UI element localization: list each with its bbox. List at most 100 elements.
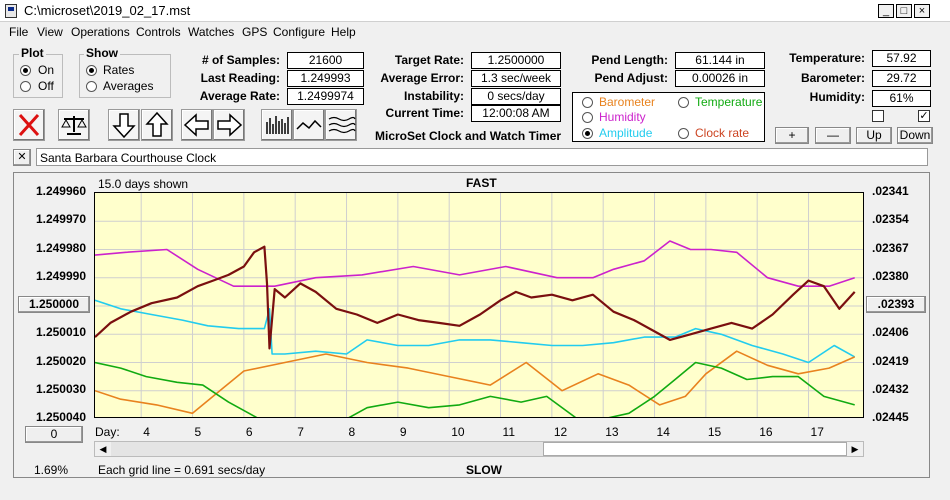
series-clock_rate xyxy=(95,245,856,350)
move-right-button[interactable] xyxy=(213,109,245,141)
day-tick-label: 13 xyxy=(605,425,619,439)
scroll-left-arrow[interactable]: ◀ xyxy=(95,442,111,456)
day-tick-label: 16 xyxy=(759,425,773,439)
plot-off-radio[interactable] xyxy=(20,81,31,92)
current-time-value: 12:00:08 AM xyxy=(471,105,561,122)
days-shown: 15.0 days shown xyxy=(98,177,189,191)
option-checkbox-2[interactable]: ✓ xyxy=(918,110,930,122)
pend-adjust-value: 0.00026 in xyxy=(675,70,765,87)
menu-watches[interactable]: Watches xyxy=(188,25,235,39)
minimize-button[interactable]: _ xyxy=(878,4,894,18)
arrow-left-icon xyxy=(183,113,209,137)
clock-rate-radio[interactable] xyxy=(678,128,689,139)
clock-name-field[interactable]: Santa Barbara Courthouse Clock xyxy=(36,148,928,166)
last-reading-value: 1.249993 xyxy=(287,70,364,87)
right-tick-label: .02367 xyxy=(872,240,909,255)
day-tick-label: 12 xyxy=(553,425,568,439)
line-view-button[interactable] xyxy=(293,109,325,141)
humidity-option[interactable]: Humidity xyxy=(599,110,646,124)
temperature-label: Temperature: xyxy=(789,51,865,65)
humidity-label: Humidity: xyxy=(809,90,865,104)
right-tick-label: .02341 xyxy=(872,184,909,198)
instability-value: 0 secs/day xyxy=(471,88,561,105)
average-error-label: Average Error: xyxy=(380,71,464,85)
pend-length-value: 61.144 in xyxy=(675,52,765,69)
plot-off-label[interactable]: Off xyxy=(38,79,54,93)
right-tick-label: .02406 xyxy=(872,325,909,340)
humidity-radio[interactable] xyxy=(582,112,593,123)
right-tick-label: .02380 xyxy=(872,268,909,283)
app-caption: MicroSet Clock and Watch Timer xyxy=(375,129,562,143)
scroll-thumb[interactable] xyxy=(543,442,847,456)
day-axis-label: Day: xyxy=(95,425,120,439)
maximize-button[interactable]: □ xyxy=(896,4,912,18)
menu-operations[interactable]: Operations xyxy=(71,25,130,39)
amplitude-radio[interactable] xyxy=(582,128,593,139)
menu-gps[interactable]: GPS xyxy=(242,25,268,39)
menu-controls[interactable]: Controls xyxy=(136,25,181,39)
show-rates-radio[interactable] xyxy=(86,65,97,76)
show-averages-label[interactable]: Averages xyxy=(103,79,154,93)
left-tick-label: 1.249980 xyxy=(35,240,86,255)
move-down-button[interactable] xyxy=(108,109,140,141)
app-icon[interactable] xyxy=(5,4,17,18)
menu-file[interactable]: File xyxy=(9,25,29,39)
move-left-button[interactable] xyxy=(181,109,213,141)
target-rate-label: Target Rate: xyxy=(394,53,464,67)
series-humidity xyxy=(95,240,855,287)
down-button[interactable]: Down xyxy=(897,127,933,144)
minus-button[interactable]: — xyxy=(815,127,851,144)
day-tick-label: 8 xyxy=(348,425,356,439)
grid-note: Each grid line = 0.691 secs/day xyxy=(98,463,266,477)
percent-readout: 1.69% xyxy=(34,463,69,477)
option-checkbox-1[interactable] xyxy=(872,110,884,122)
temperature-option[interactable]: Temperature xyxy=(695,95,763,109)
average-rate-value: 1.2499974 xyxy=(287,88,364,105)
barometer-label: Barometer: xyxy=(800,71,865,85)
amplitude-option[interactable]: Amplitude xyxy=(599,126,653,140)
balance-button[interactable] xyxy=(58,109,90,141)
center-value-button[interactable]: 1.250000 xyxy=(18,296,90,313)
plot-group-title: Plot xyxy=(19,46,46,60)
day-tick-label: 10 xyxy=(451,425,465,439)
close-button[interactable]: × xyxy=(914,4,930,18)
stop-button[interactable] xyxy=(13,109,45,141)
arrow-down-icon xyxy=(112,113,136,139)
barometer-option[interactable]: Barometer xyxy=(599,95,656,109)
right-center-button[interactable]: .02393 xyxy=(866,296,926,313)
menu-configure[interactable]: Configure xyxy=(273,25,326,39)
show-rates-label[interactable]: Rates xyxy=(103,63,135,77)
left-tick-label: 1.250030 xyxy=(35,381,86,396)
bar-view-button[interactable] xyxy=(261,109,293,141)
up-button[interactable]: Up xyxy=(856,127,892,144)
current-time-label: Current Time: xyxy=(385,106,464,120)
show-group-title: Show xyxy=(84,46,120,60)
day-tick-label: 4 xyxy=(143,425,150,439)
left-tick-label: 1.249960 xyxy=(35,184,86,198)
rate-plot[interactable] xyxy=(94,192,864,418)
series-barometer xyxy=(95,350,856,415)
plot-on-label[interactable]: On xyxy=(38,63,55,77)
temperature-radio[interactable] xyxy=(678,97,689,108)
barometer-radio[interactable] xyxy=(582,97,593,108)
menu-help[interactable]: Help xyxy=(331,25,356,39)
menu-view[interactable]: View xyxy=(37,25,63,39)
day-tick-label: 17 xyxy=(810,425,824,439)
slow-label: SLOW xyxy=(466,463,502,477)
position-button[interactable]: 0 xyxy=(25,426,83,443)
move-up-button[interactable] xyxy=(141,109,173,141)
day-tick-label: 9 xyxy=(399,425,407,439)
menu-bar: File View Operations Controls Watches GP… xyxy=(0,22,950,42)
left-tick-label: 1.250020 xyxy=(35,353,86,368)
clock-rate-option[interactable]: Clock rate xyxy=(695,126,750,140)
right-tick-label: .02432 xyxy=(872,381,909,396)
clear-name-button[interactable]: ✕ xyxy=(13,149,31,166)
series-amplitude xyxy=(95,299,856,364)
show-group xyxy=(79,54,171,98)
multi-line-view-button[interactable] xyxy=(325,109,357,141)
plot-on-radio[interactable] xyxy=(20,65,31,76)
horizontal-scrollbar[interactable]: ◀ ▶ xyxy=(94,441,864,457)
scroll-right-arrow[interactable]: ▶ xyxy=(847,442,863,456)
plus-button[interactable]: + xyxy=(775,127,809,144)
show-averages-radio[interactable] xyxy=(86,81,97,92)
